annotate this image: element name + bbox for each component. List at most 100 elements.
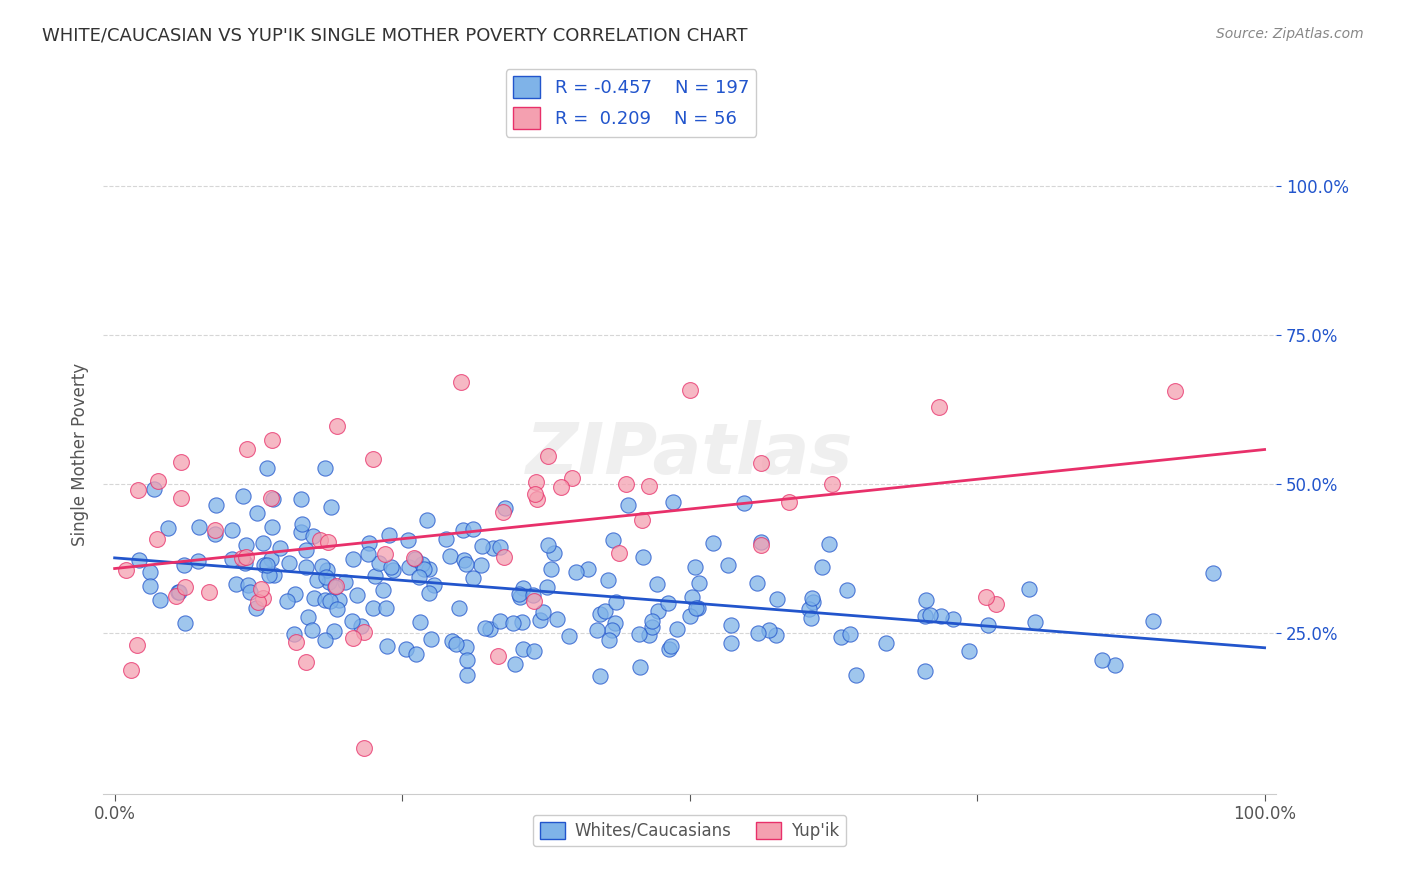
Point bbox=[262, 491, 284, 506]
Point bbox=[821, 477, 844, 491]
Point bbox=[252, 536, 274, 550]
Point bbox=[641, 614, 664, 628]
Point bbox=[295, 560, 318, 574]
Point bbox=[205, 498, 228, 512]
Point bbox=[290, 524, 312, 539]
Point bbox=[311, 559, 333, 574]
Text: WHITE/CAUCASIAN VS YUP'IK SINGLE MOTHER POVERTY CORRELATION CHART: WHITE/CAUCASIAN VS YUP'IK SINGLE MOTHER … bbox=[42, 27, 748, 45]
Point bbox=[405, 551, 427, 566]
Point bbox=[665, 622, 688, 636]
Point bbox=[576, 562, 599, 576]
Point bbox=[875, 636, 897, 650]
Point bbox=[593, 604, 616, 618]
Point bbox=[156, 521, 179, 535]
Point bbox=[250, 582, 273, 596]
Point bbox=[929, 608, 952, 623]
Text: Source: ZipAtlas.com: Source: ZipAtlas.com bbox=[1216, 27, 1364, 41]
Point bbox=[749, 535, 772, 549]
Point bbox=[246, 506, 269, 520]
Point bbox=[260, 552, 283, 566]
Point bbox=[149, 592, 172, 607]
Point bbox=[233, 556, 256, 570]
Point bbox=[314, 592, 336, 607]
Point bbox=[353, 740, 375, 755]
Point bbox=[557, 629, 579, 643]
Point bbox=[454, 640, 477, 655]
Point bbox=[509, 590, 531, 604]
Point bbox=[801, 595, 824, 609]
Point bbox=[257, 567, 280, 582]
Point bbox=[799, 602, 821, 616]
Point bbox=[456, 653, 478, 667]
Point bbox=[914, 664, 936, 678]
Point bbox=[536, 538, 558, 552]
Point bbox=[531, 605, 554, 619]
Point bbox=[315, 569, 337, 583]
Point bbox=[1090, 653, 1112, 667]
Point bbox=[598, 573, 620, 587]
Point bbox=[398, 560, 420, 574]
Point bbox=[368, 556, 391, 570]
Point bbox=[411, 557, 433, 571]
Point bbox=[447, 601, 470, 615]
Point bbox=[415, 513, 437, 527]
Point bbox=[125, 638, 148, 652]
Point bbox=[263, 568, 285, 582]
Point bbox=[128, 553, 150, 567]
Point bbox=[357, 547, 380, 561]
Point bbox=[1142, 615, 1164, 629]
Point bbox=[1202, 566, 1225, 580]
Point bbox=[628, 627, 651, 641]
Point bbox=[679, 383, 702, 397]
Point bbox=[198, 585, 221, 599]
Point bbox=[375, 601, 398, 615]
Point bbox=[318, 575, 340, 590]
Point bbox=[187, 520, 209, 534]
Point bbox=[166, 584, 188, 599]
Point bbox=[523, 594, 546, 608]
Point bbox=[658, 642, 681, 657]
Point bbox=[482, 541, 505, 556]
Point bbox=[942, 612, 965, 626]
Point bbox=[502, 615, 524, 630]
Point bbox=[277, 556, 299, 570]
Point bbox=[139, 565, 162, 579]
Point bbox=[325, 579, 347, 593]
Point bbox=[489, 541, 512, 555]
Point bbox=[510, 615, 533, 630]
Point bbox=[720, 635, 742, 649]
Point bbox=[350, 618, 373, 632]
Point bbox=[523, 644, 546, 658]
Point bbox=[304, 591, 326, 606]
Point bbox=[314, 632, 336, 647]
Point bbox=[174, 616, 197, 631]
Point bbox=[253, 558, 276, 573]
Point bbox=[170, 491, 193, 505]
Point bbox=[717, 558, 740, 572]
Point bbox=[602, 533, 624, 547]
Point bbox=[314, 461, 336, 475]
Point bbox=[1024, 615, 1046, 629]
Point bbox=[486, 648, 509, 663]
Point bbox=[488, 614, 510, 628]
Point bbox=[1163, 384, 1185, 399]
Point bbox=[284, 635, 307, 649]
Point bbox=[915, 592, 938, 607]
Point bbox=[127, 483, 149, 498]
Point bbox=[550, 480, 572, 494]
Point bbox=[434, 532, 457, 546]
Point bbox=[1104, 657, 1126, 672]
Point bbox=[471, 539, 494, 553]
Point bbox=[529, 614, 551, 628]
Point bbox=[720, 618, 742, 632]
Point bbox=[120, 664, 142, 678]
Point bbox=[602, 624, 624, 638]
Point bbox=[837, 582, 859, 597]
Point bbox=[301, 623, 323, 637]
Point bbox=[733, 496, 755, 510]
Point bbox=[115, 563, 138, 577]
Point bbox=[374, 548, 396, 562]
Point bbox=[830, 630, 852, 644]
Point bbox=[252, 591, 274, 606]
Point bbox=[146, 474, 169, 488]
